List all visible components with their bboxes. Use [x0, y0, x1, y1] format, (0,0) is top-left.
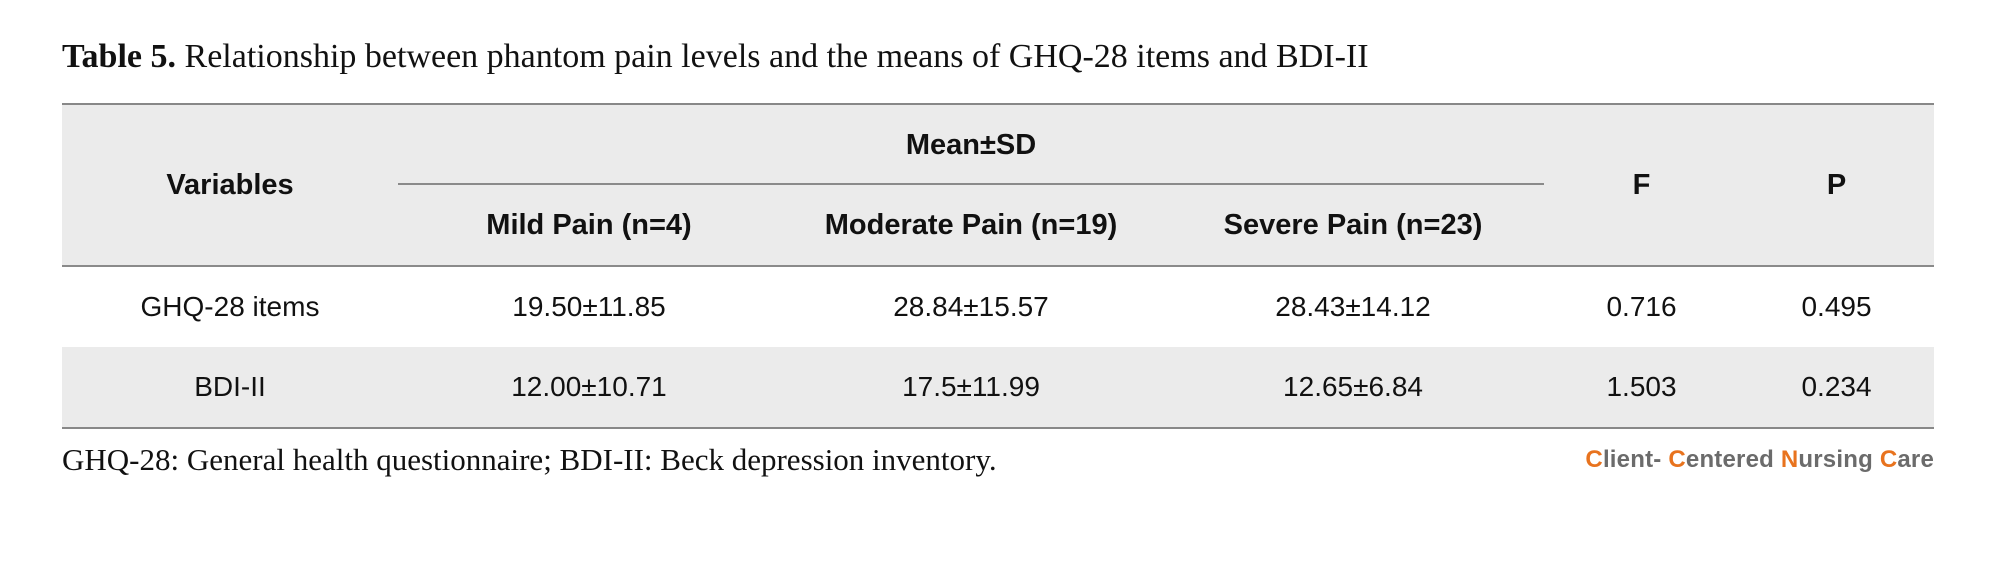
logo-letter: C — [1668, 446, 1686, 473]
cell-mild: 12.00±10.71 — [398, 347, 780, 429]
header-mild: Mild Pain (n=4) — [398, 185, 780, 267]
header-p: P — [1739, 104, 1935, 267]
header-f: F — [1544, 104, 1740, 267]
logo-word: lient- — [1602, 446, 1669, 473]
data-table: Variables Mean±SD F P Mild Pain (n=4) Mo… — [62, 103, 1935, 429]
cell-moderate: 28.84±15.57 — [893, 291, 1049, 322]
cell-p: 0.234 — [1739, 347, 1935, 429]
cell-p: 0.495 — [1801, 291, 1872, 322]
logo-letter: N — [1780, 446, 1799, 473]
data-table-container: Variables Mean±SD F P Mild Pain (n=4) Mo… — [62, 103, 1935, 429]
header-variables: Variables — [62, 104, 398, 267]
journal-logo: Client- Centered Nursing Care — [1585, 446, 1934, 474]
cell-f: 1.503 — [1544, 347, 1740, 429]
logo-word: ursing — [1798, 446, 1880, 473]
table-label: Table 5. — [62, 38, 177, 75]
table-body: GHQ-28 items 19.50±11.85 28.84±15.57 28.… — [62, 266, 1935, 429]
header-severe: Severe Pain (n=23) — [1162, 185, 1545, 267]
cell-mild: 19.50±11.85 — [512, 291, 666, 322]
cell-severe: 28.43±14.12 — [1275, 291, 1431, 322]
table-row: GHQ-28 items 19.50±11.85 28.84±15.57 28.… — [62, 266, 1934, 347]
cell-f: 0.716 — [1606, 291, 1677, 322]
header-mean-sd: Mean±SD — [398, 104, 1545, 185]
logo-word: are — [1897, 446, 1934, 473]
table-header: Variables Mean±SD F P Mild Pain (n=4) Mo… — [62, 104, 1935, 267]
logo-letter: C — [1585, 446, 1603, 473]
cell-moderate: 17.5±11.99 — [780, 347, 1162, 429]
header-moderate: Moderate Pain (n=19) — [780, 185, 1162, 267]
table-caption: Table 5. Relationship between phantom pa… — [62, 38, 1369, 76]
table-footnote: GHQ-28: General health questionnaire; BD… — [62, 442, 997, 477]
logo-word: entered — [1685, 446, 1781, 473]
header-row-1: Variables Mean±SD F P — [62, 104, 1935, 267]
cell-variable: GHQ-28 items — [140, 291, 320, 322]
table-row: BDI-II 12.00±10.71 17.5±11.99 12.65±6.84… — [62, 347, 1935, 429]
cell-severe: 12.65±6.84 — [1162, 347, 1545, 429]
table-title: Relationship between phantom pain levels… — [176, 38, 1369, 75]
logo-letter: C — [1879, 446, 1898, 473]
cell-variable: BDI-II — [62, 347, 398, 429]
